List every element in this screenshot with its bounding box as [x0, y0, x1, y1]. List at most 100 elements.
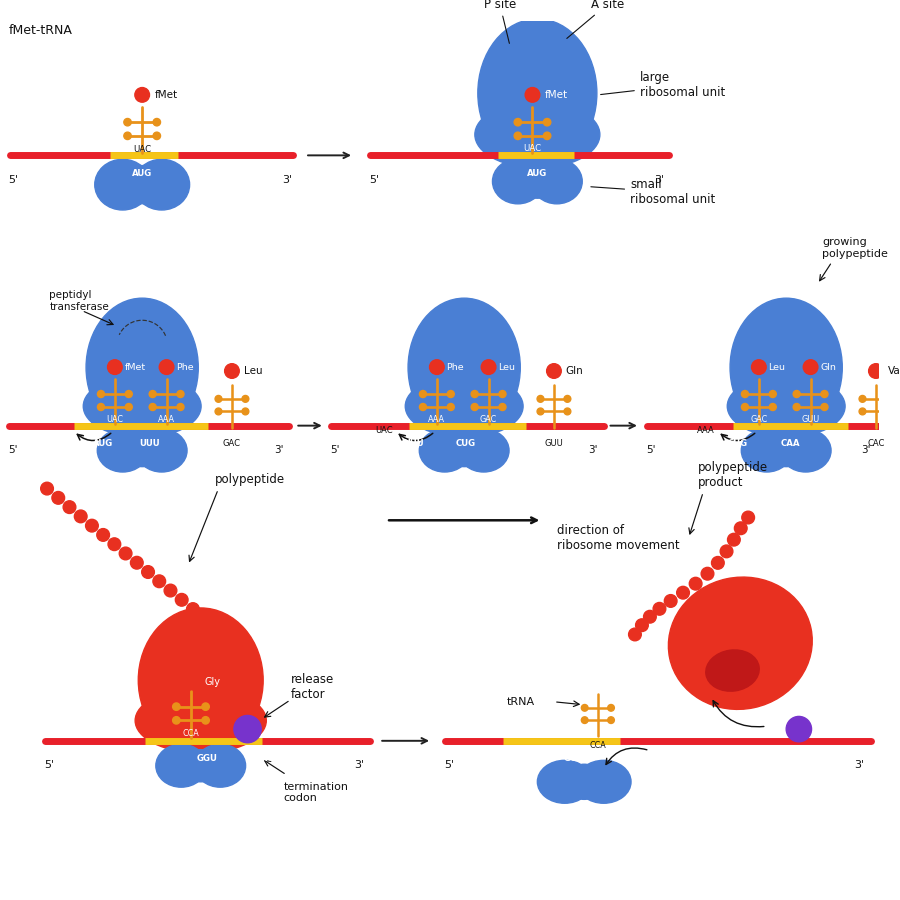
- Circle shape: [608, 705, 615, 711]
- Ellipse shape: [139, 608, 263, 752]
- Text: 3': 3': [282, 175, 292, 184]
- Ellipse shape: [94, 159, 150, 210]
- Ellipse shape: [125, 435, 159, 466]
- Text: Phe: Phe: [176, 363, 194, 372]
- Ellipse shape: [669, 577, 813, 709]
- Circle shape: [544, 132, 551, 140]
- Circle shape: [860, 408, 866, 415]
- Text: AAA: AAA: [428, 415, 446, 424]
- Circle shape: [537, 395, 544, 402]
- Circle shape: [793, 403, 800, 410]
- Circle shape: [770, 403, 777, 410]
- Ellipse shape: [706, 650, 760, 691]
- Circle shape: [804, 360, 818, 374]
- Circle shape: [40, 482, 53, 495]
- Circle shape: [153, 575, 166, 588]
- Circle shape: [124, 119, 131, 126]
- Circle shape: [225, 364, 239, 378]
- Circle shape: [664, 595, 677, 608]
- Text: UUU: UUU: [140, 439, 160, 448]
- Circle shape: [628, 628, 642, 641]
- Text: 3': 3': [588, 446, 598, 455]
- Ellipse shape: [780, 429, 831, 472]
- Text: fMet: fMet: [155, 90, 178, 100]
- Ellipse shape: [727, 375, 845, 437]
- Text: growing
polypeptide: growing polypeptide: [823, 238, 888, 259]
- Text: 5': 5': [8, 175, 19, 184]
- Text: 5': 5': [8, 446, 18, 455]
- Text: 5': 5': [370, 175, 380, 184]
- Text: 3': 3': [854, 760, 865, 770]
- Circle shape: [153, 132, 160, 140]
- Circle shape: [141, 566, 155, 579]
- Text: CUG: CUG: [456, 439, 476, 448]
- Text: GGU: GGU: [564, 754, 585, 763]
- Text: CCA: CCA: [183, 729, 199, 738]
- Ellipse shape: [135, 688, 266, 753]
- Circle shape: [564, 408, 571, 415]
- Circle shape: [886, 408, 893, 415]
- Circle shape: [242, 395, 248, 402]
- Circle shape: [173, 716, 180, 724]
- Text: polypeptide
product: polypeptide product: [698, 462, 769, 490]
- Ellipse shape: [520, 165, 554, 198]
- Circle shape: [130, 556, 143, 569]
- Text: Leu: Leu: [499, 363, 516, 372]
- Circle shape: [734, 522, 747, 535]
- Circle shape: [447, 403, 454, 410]
- Circle shape: [544, 119, 551, 126]
- Ellipse shape: [86, 298, 198, 436]
- Text: UAC: UAC: [375, 426, 393, 435]
- Text: P site: P site: [483, 0, 516, 43]
- Circle shape: [742, 391, 749, 398]
- Circle shape: [125, 391, 132, 398]
- Text: UAC: UAC: [133, 146, 151, 155]
- Circle shape: [720, 545, 733, 558]
- Circle shape: [186, 603, 199, 616]
- Text: UAC: UAC: [524, 144, 542, 153]
- Circle shape: [752, 360, 766, 374]
- Circle shape: [770, 391, 777, 398]
- Circle shape: [173, 703, 180, 710]
- Text: polypeptide: polypeptide: [215, 472, 285, 486]
- Circle shape: [63, 500, 76, 514]
- Circle shape: [429, 360, 445, 374]
- Circle shape: [471, 403, 478, 410]
- Circle shape: [712, 556, 724, 569]
- Ellipse shape: [405, 375, 523, 437]
- Circle shape: [526, 87, 540, 103]
- Text: large
ribosomal unit: large ribosomal unit: [600, 71, 725, 99]
- Text: UAC: UAC: [106, 415, 123, 424]
- Circle shape: [564, 395, 571, 402]
- Circle shape: [108, 538, 121, 551]
- Text: release
factor: release factor: [291, 673, 334, 701]
- Circle shape: [868, 364, 883, 378]
- Text: 3': 3': [354, 760, 364, 770]
- Ellipse shape: [567, 764, 602, 799]
- Text: AGU: AGU: [505, 754, 526, 763]
- Ellipse shape: [458, 429, 509, 472]
- Text: 5': 5': [45, 760, 55, 770]
- Ellipse shape: [475, 101, 600, 168]
- Circle shape: [514, 119, 522, 126]
- Circle shape: [635, 619, 648, 632]
- Ellipse shape: [492, 159, 544, 203]
- Ellipse shape: [123, 166, 161, 203]
- Circle shape: [135, 87, 149, 103]
- Text: GGU: GGU: [196, 754, 217, 763]
- Circle shape: [149, 391, 157, 398]
- Text: Leu: Leu: [244, 366, 262, 376]
- Text: fMet: fMet: [124, 363, 146, 372]
- Circle shape: [124, 132, 131, 140]
- Text: small
ribosomal unit: small ribosomal unit: [591, 178, 716, 206]
- Text: termination
codon: termination codon: [284, 782, 348, 804]
- Circle shape: [514, 132, 522, 140]
- Ellipse shape: [84, 375, 201, 437]
- Circle shape: [176, 593, 188, 607]
- Text: AUG: AUG: [527, 169, 547, 178]
- Circle shape: [215, 408, 222, 415]
- Text: Val: Val: [887, 366, 900, 376]
- Circle shape: [97, 528, 110, 541]
- Ellipse shape: [184, 750, 218, 782]
- Text: AUG: AUG: [132, 169, 152, 178]
